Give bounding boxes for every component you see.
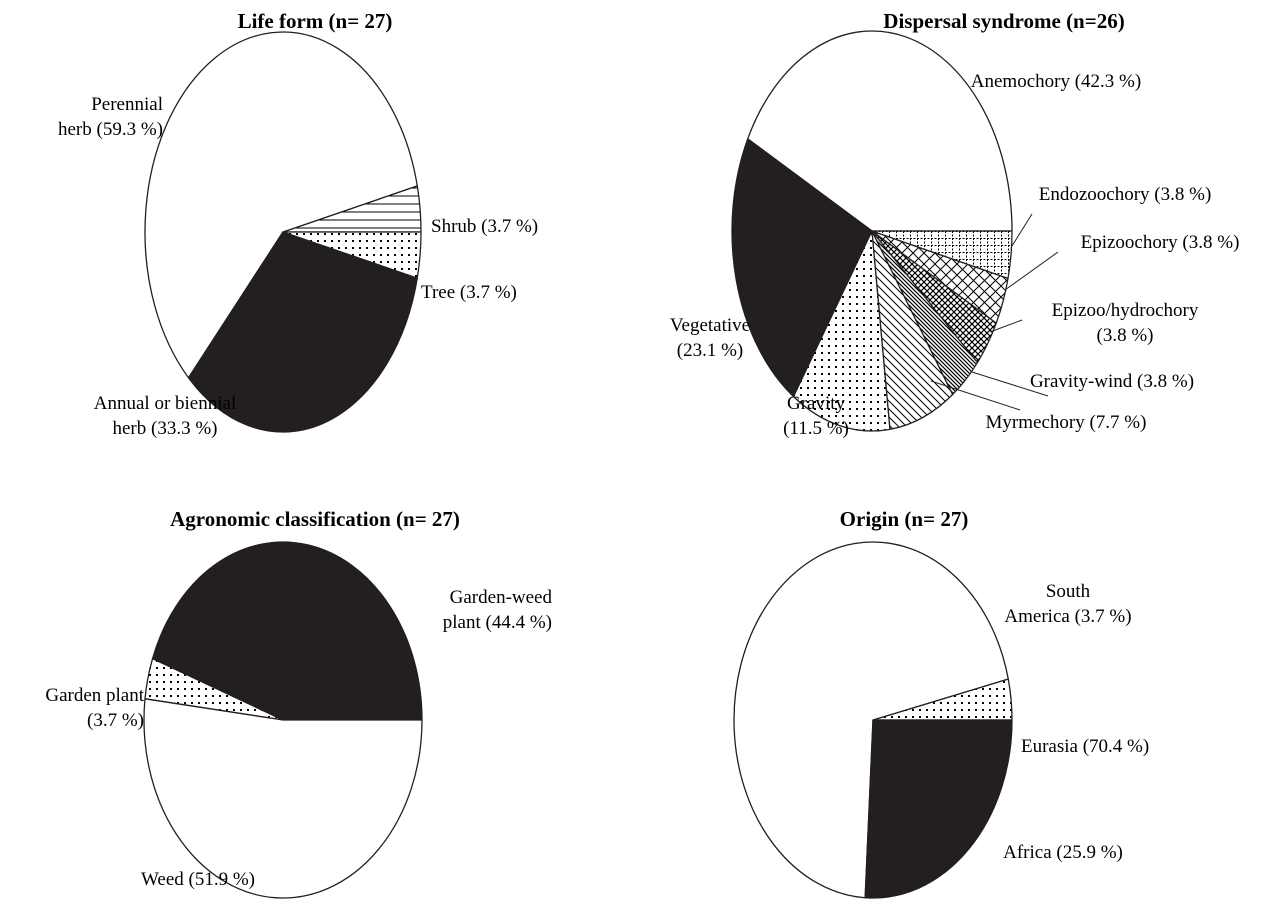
chart-title: Origin (n= 27): [840, 507, 969, 531]
pie-slice-4-2: [733, 541, 1009, 899]
leader-line: [989, 319, 1023, 333]
slice-label-2-8: Endozoochory (3.8 %): [1039, 184, 1212, 205]
pie-chart-4: Origin (n= 27) South America (3.7 %) Eurasi…: [733, 507, 1149, 899]
slice-label-2-5: Gravity-wind (3.8 %): [1030, 371, 1194, 392]
slice-label-1-3: Annual or biennial herb (33.3 %): [94, 393, 236, 439]
chart-title: Agronomic classification (n= 27): [170, 507, 460, 531]
leader-line: [1004, 251, 1059, 291]
slice-label-1-1: Shrub (3.7 %): [431, 216, 538, 237]
pie-slice-2-3: [792, 230, 891, 432]
slice-label-3-1: Garden-weed plant (44.4 %): [443, 587, 553, 633]
slice-label-2-7: Epizoochory (3.8 %): [1081, 232, 1240, 253]
pie-slice-2-2: [731, 138, 873, 398]
slice-label-4-3: Africa (25.9 %): [1003, 842, 1123, 863]
slice-label-1-4: Tree (3.7 %): [421, 282, 517, 303]
pie-slice-1-4: [282, 231, 422, 279]
pie-slice-1-3: [187, 231, 418, 433]
pie-slice-1-2: [144, 31, 418, 379]
slice-label-2-4: Myrmechory (7.7 %): [986, 412, 1147, 433]
pie-chart-2: Dispersal syndrome (n=26) Anemochory (42.…: [670, 9, 1240, 439]
slice-label-4-2: Eurasia (70.4 %): [1021, 736, 1149, 757]
pie-chart-3: Agronomic classification (n= 27) Garden-w…: [45, 507, 553, 899]
leader-line: [930, 380, 1021, 411]
leader-line: [1011, 213, 1033, 247]
leader-line: [971, 371, 1049, 397]
pie-slice-2-4: [871, 230, 954, 430]
slice-label-2-6: Epizoo/hydrochory (3.8 %): [1052, 300, 1199, 346]
slice-label-4-1: South America (3.7 %): [1004, 581, 1131, 627]
pie-chart-1: Life form (n= 27) Shrub (3.7 %) Perennial h…: [58, 9, 538, 439]
slice-label-2-3: Gravity (11.5 %): [783, 393, 849, 439]
pie-slice-2-8: [871, 230, 1013, 280]
pie-slice-2-1: [747, 30, 1013, 232]
chart-title: Life form (n= 27): [238, 9, 393, 33]
chart-title: Dispersal syndrome (n=26): [883, 9, 1124, 33]
pie-slice-4-3: [864, 719, 1013, 899]
slice-label-2-2: Vegetative (23.1 %): [670, 315, 750, 361]
slice-label-1-2: Perennial herb (59.3 %): [58, 94, 163, 140]
slice-label-3-3: Weed (51.9 %): [141, 869, 255, 890]
slice-label-3-2: Garden plant (3.7 %): [45, 685, 144, 731]
pie-slice-3-1: [151, 541, 423, 721]
pie-slice-3-3: [143, 698, 423, 899]
slice-label-2-1: Anemochory (42.3 %): [971, 71, 1141, 92]
